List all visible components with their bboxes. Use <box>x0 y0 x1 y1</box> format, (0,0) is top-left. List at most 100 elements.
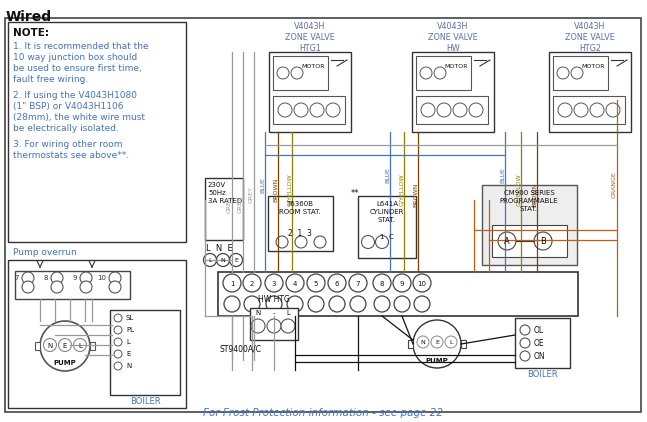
Circle shape <box>374 296 390 312</box>
Circle shape <box>445 336 457 348</box>
Circle shape <box>571 67 583 79</box>
Text: GREY: GREY <box>238 197 243 214</box>
Circle shape <box>43 338 56 352</box>
Bar <box>205 178 243 240</box>
Circle shape <box>421 103 435 117</box>
Text: 1: 1 <box>230 281 234 287</box>
Text: OL: OL <box>534 326 544 335</box>
Bar <box>549 52 631 132</box>
Bar <box>553 96 625 124</box>
Text: 10: 10 <box>97 275 106 281</box>
Text: For Frost Protection information - see page 22: For Frost Protection information - see p… <box>203 408 443 418</box>
Text: L: L <box>78 343 82 349</box>
Text: 9: 9 <box>400 281 404 287</box>
Text: V4043H
ZONE VALVE
HTG1: V4043H ZONE VALVE HTG1 <box>285 22 335 53</box>
Circle shape <box>230 254 243 267</box>
Circle shape <box>413 320 461 368</box>
Circle shape <box>217 254 230 267</box>
Text: E: E <box>63 343 67 349</box>
Circle shape <box>590 103 604 117</box>
Circle shape <box>310 103 324 117</box>
Circle shape <box>414 296 430 312</box>
Bar <box>416 96 488 124</box>
Circle shape <box>244 296 260 312</box>
Circle shape <box>417 336 429 348</box>
Text: BLUE: BLUE <box>385 167 390 183</box>
Text: SL: SL <box>126 316 134 322</box>
Text: 8: 8 <box>380 281 384 287</box>
Circle shape <box>204 254 217 267</box>
Text: G/YELLOW: G/YELLOW <box>287 174 292 206</box>
Text: 4: 4 <box>293 281 297 287</box>
Bar <box>268 196 333 251</box>
Text: V4043H
ZONE VALVE
HTG2: V4043H ZONE VALVE HTG2 <box>565 22 615 53</box>
Text: PUMP: PUMP <box>54 360 76 366</box>
Text: 10 way junction box should: 10 way junction box should <box>13 53 137 62</box>
Text: 7: 7 <box>14 275 19 281</box>
Text: N: N <box>421 340 425 345</box>
Circle shape <box>394 296 410 312</box>
Bar <box>269 52 351 132</box>
Text: BROWN: BROWN <box>273 178 278 202</box>
Circle shape <box>267 319 281 333</box>
Text: 2. If using the V4043H1080: 2. If using the V4043H1080 <box>13 91 137 100</box>
Text: BOILER: BOILER <box>527 370 557 379</box>
Circle shape <box>265 274 283 292</box>
Circle shape <box>434 67 446 79</box>
Text: 3: 3 <box>272 281 276 287</box>
Circle shape <box>294 103 308 117</box>
Bar <box>110 310 180 395</box>
Text: MOTOR: MOTOR <box>302 63 325 68</box>
Circle shape <box>114 314 122 322</box>
Text: ORANGE: ORANGE <box>612 172 617 198</box>
Text: BROWN: BROWN <box>413 183 418 207</box>
Text: (1" BSP) or V4043H1106: (1" BSP) or V4043H1106 <box>13 102 124 111</box>
Circle shape <box>329 296 345 312</box>
Bar <box>461 340 466 348</box>
Circle shape <box>74 338 87 352</box>
Bar <box>412 52 494 132</box>
Circle shape <box>314 236 326 248</box>
Circle shape <box>243 274 261 292</box>
Circle shape <box>328 274 346 292</box>
Circle shape <box>22 281 34 293</box>
Text: 5: 5 <box>314 281 318 287</box>
Text: 8: 8 <box>43 275 48 281</box>
Circle shape <box>276 236 288 248</box>
Bar <box>35 342 40 350</box>
Text: -: - <box>273 310 275 316</box>
Text: Wired: Wired <box>6 10 52 24</box>
Circle shape <box>251 319 265 333</box>
Bar <box>358 196 416 258</box>
Text: CM900 SERIES
PROGRAMMABLE
STAT.: CM900 SERIES PROGRAMMABLE STAT. <box>499 190 558 212</box>
Text: E: E <box>234 258 238 263</box>
Circle shape <box>420 67 432 79</box>
Circle shape <box>375 235 388 249</box>
Text: NOTE:: NOTE: <box>13 28 49 38</box>
Circle shape <box>114 326 122 334</box>
Text: MOTOR: MOTOR <box>444 63 468 68</box>
Text: L  N  E: L N E <box>206 244 233 253</box>
Circle shape <box>277 67 289 79</box>
Text: be electrically isolated.: be electrically isolated. <box>13 124 119 133</box>
Circle shape <box>307 274 325 292</box>
Text: 3. For wiring other room: 3. For wiring other room <box>13 140 122 149</box>
Circle shape <box>413 274 431 292</box>
Text: 6: 6 <box>334 281 339 287</box>
Circle shape <box>295 236 307 248</box>
Circle shape <box>287 296 303 312</box>
Bar <box>218 272 578 316</box>
Text: PL: PL <box>126 327 134 333</box>
Bar <box>90 342 95 350</box>
Text: 230V
50Hz
3A RATED: 230V 50Hz 3A RATED <box>208 182 242 204</box>
Circle shape <box>80 272 92 284</box>
Circle shape <box>291 67 303 79</box>
Bar <box>492 225 567 257</box>
Circle shape <box>437 103 451 117</box>
Circle shape <box>558 103 572 117</box>
Circle shape <box>281 319 295 333</box>
Circle shape <box>114 362 122 370</box>
Bar <box>553 56 608 90</box>
Text: 10: 10 <box>417 281 426 287</box>
Circle shape <box>51 281 63 293</box>
